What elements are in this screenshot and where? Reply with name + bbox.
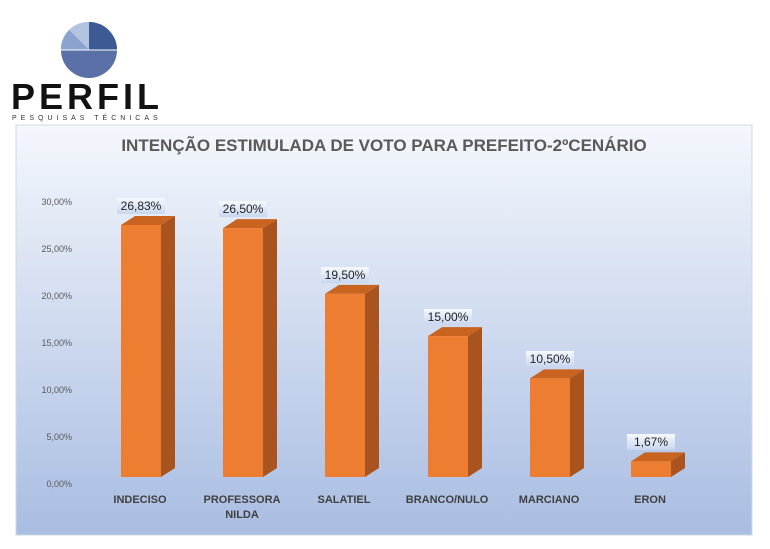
bar-side: [263, 219, 277, 477]
data-label: 1,67%: [627, 434, 675, 451]
bar-side: [468, 327, 482, 477]
bar-top: [631, 452, 685, 462]
x-tick-label: ERON: [634, 494, 666, 506]
x-tick-label: BRANCO/NULO: [405, 494, 489, 506]
bars: [121, 216, 685, 477]
bar-top: [121, 216, 175, 225]
x-tick-label: INDECISO: [113, 494, 167, 506]
bar: [121, 225, 161, 477]
bar: [325, 293, 365, 477]
logo-wordmark: PERFIL: [11, 76, 164, 117]
bar: [428, 336, 468, 477]
data-label: 19,50%: [321, 266, 369, 283]
y-tick-label: 25,00%: [41, 244, 72, 255]
bar: [223, 228, 263, 477]
bar-side: [570, 369, 584, 477]
x-tick-label: MARCIANO: [518, 494, 580, 506]
x-tick-label: PROFESSORA: [203, 494, 281, 506]
data-label: 10,50%: [526, 351, 574, 368]
data-label: 26,83%: [117, 198, 165, 214]
logo-tagline: PESQUISAS TÉCNICAS: [12, 115, 162, 122]
y-tick-label: 20,00%: [41, 291, 72, 302]
data-label: 26,50%: [219, 201, 267, 218]
bar-side: [671, 452, 685, 477]
bar-side: [365, 284, 379, 477]
bar-top: [325, 284, 379, 294]
bar: [631, 461, 671, 477]
y-tick-label: 5,00%: [46, 432, 72, 443]
x-tick-label: NILDA: [225, 509, 259, 521]
y-tick-label: 30,00%: [41, 197, 72, 208]
chart-title: INTENÇÃO ESTIMULADA DE VOTO PARA PREFEIT…: [121, 136, 647, 155]
y-tick-label: 10,00%: [41, 385, 72, 396]
y-tick-label: 0,00%: [46, 479, 72, 489]
bar-top: [428, 327, 482, 337]
bar-side: [161, 216, 175, 477]
y-tick-label: 15,00%: [41, 338, 72, 349]
data-label: 15,00%: [424, 309, 472, 326]
bar-top: [223, 219, 277, 229]
bar-top: [530, 369, 584, 379]
logo-pie-icon: [60, 21, 117, 78]
x-tick-label: SALATIEL: [317, 494, 371, 506]
bar: [530, 378, 570, 477]
